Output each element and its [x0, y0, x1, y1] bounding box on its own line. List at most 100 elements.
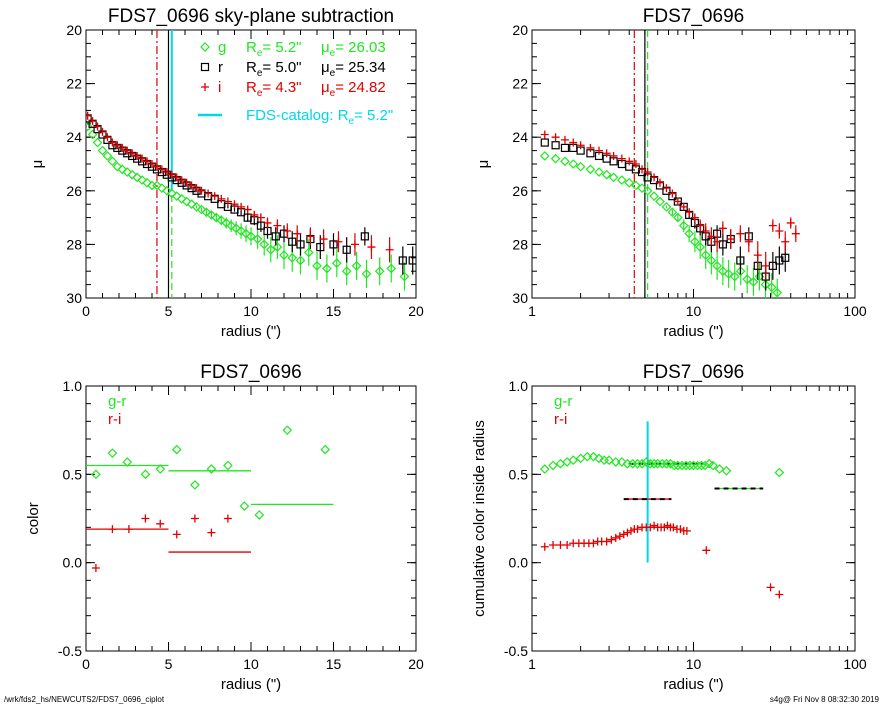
- series-g-r: [539, 451, 785, 478]
- marker-i: [182, 178, 191, 187]
- marker-i: [88, 117, 97, 126]
- marker-i: [210, 192, 219, 201]
- legend: g-rr-i: [554, 393, 572, 428]
- marker-g: [735, 266, 746, 277]
- marker-i: [761, 261, 770, 270]
- x-tick-label: 5: [165, 303, 173, 319]
- marker-i: [123, 146, 132, 155]
- marker-r-i: [549, 541, 558, 549]
- y-tick-label: 22: [66, 76, 82, 92]
- y-tick-label: 20: [512, 22, 528, 38]
- marker-g-r: [190, 480, 200, 490]
- marker-g: [137, 175, 147, 185]
- marker-g: [594, 167, 604, 177]
- marker-i: [148, 160, 156, 168]
- marker-g: [399, 271, 410, 282]
- marker-g: [386, 263, 397, 274]
- y-tick-label: 26: [512, 183, 528, 199]
- marker-i: [744, 237, 753, 246]
- marker-i: [319, 235, 328, 244]
- marker-i: [152, 162, 161, 171]
- marker-i: [103, 133, 112, 142]
- series-i: [86, 111, 394, 263]
- x-tick-label: 15: [326, 303, 342, 319]
- marker-i: [172, 173, 181, 182]
- y-tick-label: 0.0: [63, 555, 83, 571]
- marker-r: [736, 256, 745, 265]
- legend-re-r: Re= 5.0": [246, 59, 302, 79]
- marker-g: [221, 218, 232, 228]
- x-tick-label: 10: [243, 303, 259, 319]
- marker-g: [186, 199, 197, 210]
- marker-i: [602, 149, 611, 158]
- marker-i: [350, 240, 359, 249]
- legend-label-g-r: g-r: [108, 393, 126, 410]
- marker-i: [707, 232, 716, 241]
- legend-mu-g: μe= 26.03: [321, 39, 386, 59]
- marker-i: [118, 143, 127, 152]
- marker-g: [97, 145, 108, 156]
- marker-i: [128, 149, 137, 158]
- marker-r-i: [626, 526, 635, 535]
- marker-g: [287, 252, 298, 263]
- marker-g: [742, 274, 753, 285]
- x-axis-label: radius ("): [663, 323, 723, 340]
- marker-g: [684, 228, 695, 239]
- marker-g: [624, 177, 635, 188]
- marker-g: [642, 185, 653, 196]
- y-axis-label: color: [25, 502, 42, 535]
- marker-i: [283, 227, 292, 235]
- marker-g: [152, 180, 162, 191]
- marker-i: [237, 202, 246, 211]
- legend-catalog-label: FDS-catalog: Re= 5.2": [246, 107, 393, 127]
- marker-r-i: [589, 539, 598, 548]
- legend-label-r-i: r-i: [108, 411, 121, 428]
- marker-r-i: [623, 528, 632, 537]
- x-tick-label: 10: [243, 656, 259, 672]
- marker-g-r: [604, 455, 614, 466]
- marker-i: [679, 202, 688, 211]
- marker-g: [616, 175, 627, 185]
- marker-g: [723, 269, 734, 279]
- legend-label-r: r: [218, 59, 223, 76]
- marker-g-r: [704, 458, 714, 469]
- marker-g-r: [568, 455, 579, 466]
- series-r: [86, 114, 416, 275]
- legend-re-g: Re= 5.2": [246, 39, 302, 59]
- y-tick-label: 24: [66, 129, 82, 145]
- marker-g-r: [661, 458, 672, 469]
- marker-g: [772, 287, 783, 298]
- marker-r-i: [141, 514, 150, 523]
- y-tick-label: 0.0: [509, 555, 529, 571]
- marker-i: [586, 143, 595, 152]
- marker-g-r: [575, 453, 586, 464]
- marker-r-i: [682, 526, 691, 535]
- marker-r-i: [172, 530, 181, 539]
- chart-title: FDS7_0696: [200, 362, 301, 383]
- marker-g-r: [616, 457, 627, 467]
- chart-title: FDS7_0696 sky-plane subtraction: [108, 6, 394, 27]
- chart-panel-profile_linear: FDS7_0696 sky-plane subtraction 0 5 10 15 20 2…: [29, 6, 424, 340]
- marker-r-i: [91, 563, 100, 572]
- x-tick-label: 10: [686, 303, 702, 319]
- marker-g: [637, 183, 647, 193]
- marker-i: [673, 197, 682, 206]
- marker-g-r: [239, 501, 250, 511]
- marker-g-r: [685, 460, 695, 471]
- legend-marker-i: [201, 83, 209, 91]
- marker-g: [766, 282, 777, 293]
- marker-g: [295, 255, 306, 266]
- x-tick-label: 1: [528, 303, 536, 319]
- marker-i: [197, 186, 206, 195]
- marker-i: [650, 173, 659, 182]
- marker-i: [204, 189, 213, 198]
- legend: g Re= 5.2" μe= 26.03 r Re= 5.0" μe= 25.34 i Re=…: [198, 39, 393, 127]
- marker-i: [551, 133, 560, 142]
- marker-r-i: [190, 514, 199, 523]
- marker-i: [690, 213, 699, 222]
- marker-g: [718, 266, 728, 277]
- legend-marker-g: [200, 42, 210, 52]
- marker-g: [171, 191, 182, 202]
- marker-g: [166, 188, 177, 199]
- marker-r-i: [633, 525, 642, 534]
